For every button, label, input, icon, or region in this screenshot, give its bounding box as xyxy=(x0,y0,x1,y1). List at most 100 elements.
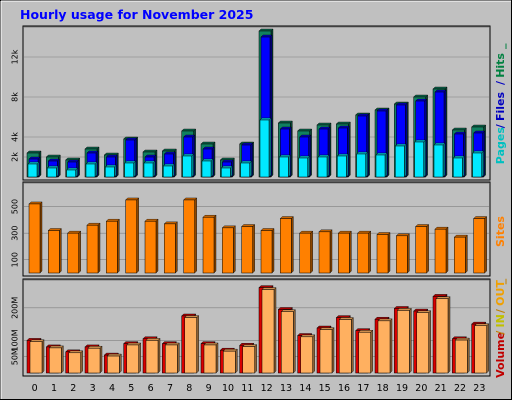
bar-pages-10-top xyxy=(220,165,233,169)
bar-sites-7-top xyxy=(163,221,178,225)
bar-out-19-top xyxy=(396,308,412,311)
bar-pages-6-top xyxy=(143,160,156,164)
bar-pages-21-side xyxy=(442,142,446,178)
x-tick-label-16: 16 xyxy=(338,383,350,394)
bar-sites-3-side xyxy=(97,222,101,274)
bar-sites-3-face xyxy=(86,224,99,274)
bar-sites-2-side xyxy=(78,230,81,274)
bar-sites-9-side xyxy=(213,214,217,274)
bar-pages-7-face xyxy=(163,165,173,178)
bar-out-23 xyxy=(474,323,490,374)
bar-out-15 xyxy=(319,327,335,374)
bar-pages-4 xyxy=(104,164,117,178)
bar-out-17-face xyxy=(358,332,371,374)
bar-out-10-top xyxy=(222,348,238,352)
bar-sites-13-face xyxy=(280,218,292,274)
bar-sites-19-side xyxy=(407,233,410,274)
panel-requests-box xyxy=(22,25,491,181)
bar-pages-5-face xyxy=(124,162,134,178)
bar-pages-17-face xyxy=(356,153,366,178)
bar-out-10-face xyxy=(223,350,236,374)
bar-pages-18 xyxy=(375,152,388,178)
bar-sites-14-side xyxy=(310,230,313,274)
bar-hits-7-top xyxy=(161,148,177,152)
bar-sites-12-face xyxy=(260,230,273,274)
bar-pages-4-face xyxy=(105,166,115,178)
panel-volume-ytick-label: 200M xyxy=(11,297,20,319)
bar-files-5 xyxy=(125,137,138,178)
bar-pages-4-top xyxy=(104,164,117,168)
bar-pages-6-side xyxy=(152,160,156,178)
bar-out-18 xyxy=(377,318,393,374)
bar-out-1-side xyxy=(61,345,64,374)
bar-pages-15 xyxy=(317,154,330,178)
bar-pages-0-top xyxy=(27,161,40,165)
bar-pages-9-top xyxy=(201,158,214,162)
panel-requests-legend-label-0: Pages xyxy=(494,127,507,165)
bar-hits-13-top xyxy=(277,120,293,124)
bar-pages-6 xyxy=(143,160,156,178)
bar-sites-15 xyxy=(318,229,333,274)
bar-sites-13-top xyxy=(279,216,294,219)
bar-pages-18-side xyxy=(384,152,388,178)
bar-pages-11-face xyxy=(240,162,250,178)
bar-out-6-top xyxy=(145,338,161,341)
bar-out-19 xyxy=(396,307,412,374)
x-tick-label-5: 5 xyxy=(128,383,134,394)
bar-files-0-top xyxy=(28,156,41,160)
bar-out-12-face xyxy=(261,289,275,374)
bar-hits-3-top xyxy=(84,146,100,150)
bar-out-14 xyxy=(300,334,316,374)
bar-sites-22-top xyxy=(453,234,468,238)
bar-pages-13 xyxy=(278,154,291,178)
bar-pages-16-side xyxy=(346,153,349,178)
bar-sites-8-side xyxy=(194,197,197,274)
bar-sites-7-face xyxy=(164,223,176,274)
bar-files-13-top xyxy=(279,126,292,130)
x-tick-label-1: 1 xyxy=(51,383,57,394)
bar-sites-4-top xyxy=(105,219,120,222)
bar-pages-10 xyxy=(220,165,233,178)
bar-out-12-side xyxy=(273,287,277,374)
bar-out-9-top xyxy=(203,342,219,346)
bar-out-8-face xyxy=(184,317,197,374)
panel-requests-ytick-label: 2k xyxy=(11,152,20,162)
bar-sites-17 xyxy=(357,230,372,274)
x-tick-label-19: 19 xyxy=(396,383,408,394)
bar-files-5-top xyxy=(125,137,138,141)
bar-pages-13-side xyxy=(288,154,291,178)
bar-pages-15-side xyxy=(326,154,330,178)
bar-pages-14-top xyxy=(298,155,311,159)
bar-pages-23-face xyxy=(472,152,482,178)
bar-pages-1-top xyxy=(46,165,59,169)
bar-out-14-side xyxy=(312,334,315,374)
bar-out-10-side xyxy=(235,348,238,374)
bar-pages-12-face xyxy=(259,119,270,178)
panel-requests-legend-label-5: _ xyxy=(494,43,507,49)
bar-out-21-side xyxy=(447,296,451,374)
bar-out-9-face xyxy=(203,344,217,374)
bar-sites-1-top xyxy=(47,228,62,231)
bar-sites-21 xyxy=(434,226,449,274)
bar-pages-18-face xyxy=(375,154,386,178)
bar-sites-6-side xyxy=(155,218,159,274)
bar-out-11 xyxy=(242,344,258,374)
bar-sites-20 xyxy=(415,224,430,274)
bar-pages-7-top xyxy=(162,163,175,167)
panel-sites-ytick-label: 100 xyxy=(11,252,20,267)
bar-sites-22-face xyxy=(454,236,466,274)
bar-pages-1 xyxy=(46,165,59,178)
bar-sites-4-side xyxy=(117,218,120,274)
bar-pages-20-top xyxy=(414,139,427,143)
bar-sites-17-top xyxy=(357,230,372,234)
bar-sites-17-side xyxy=(368,230,371,274)
bar-sites-3-top xyxy=(86,222,101,226)
bar-out-13-top xyxy=(280,309,296,312)
bar-sites-1 xyxy=(47,228,62,274)
bar-pages-21 xyxy=(433,142,446,178)
bar-sites-17-face xyxy=(357,232,369,274)
bar-files-2-top xyxy=(67,159,80,163)
bar-out-3-top xyxy=(87,346,103,349)
bar-pages-3-side xyxy=(94,161,98,178)
